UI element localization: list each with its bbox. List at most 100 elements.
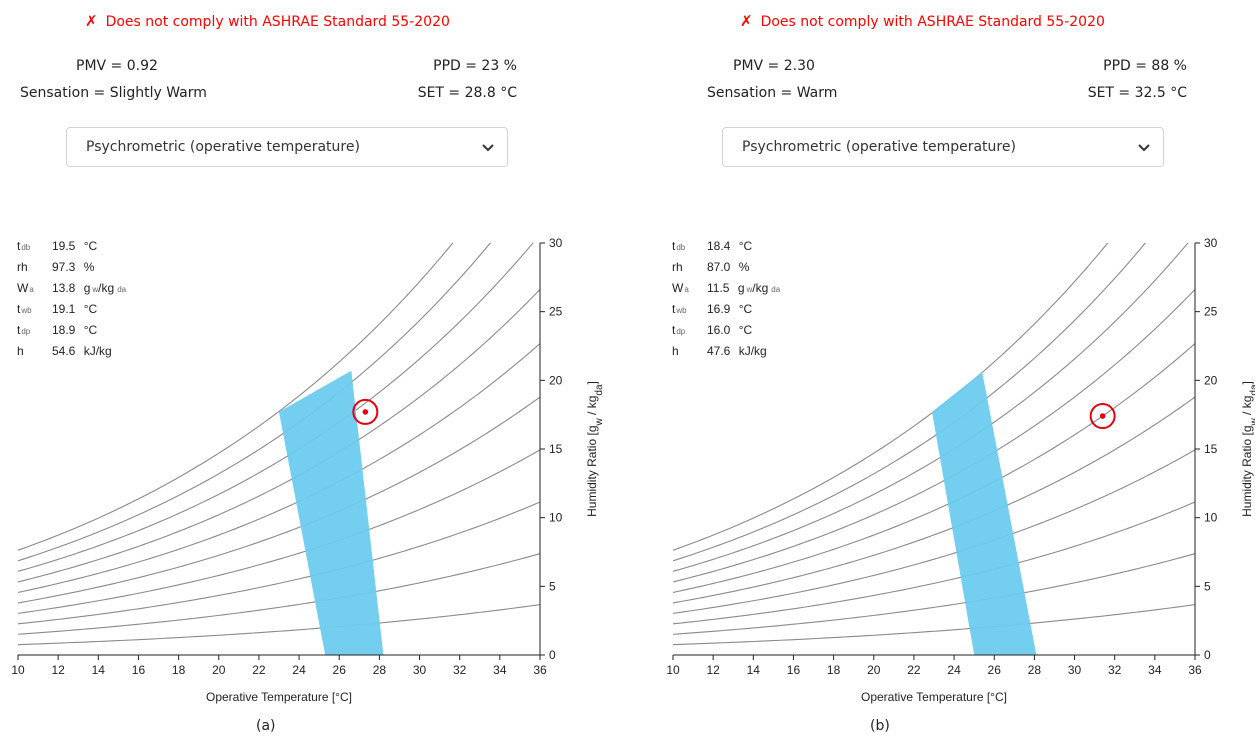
comfort-panel-b: ✗ Does not comply with ASHRAE Standard 55… (655, 0, 1255, 744)
readout-value: 16.9 °C (707, 302, 753, 316)
comfort-panel-a: ✗ Does not comply with ASHRAE Standard 55… (0, 0, 620, 744)
readout-symbol: h (672, 344, 679, 358)
x-axis-label: Operative Temperature [°C] (206, 690, 352, 704)
psychro-readout: tdb 18.4 °C rh 87.0 % Wa 11.5 g w/kg da twb 16.9 … (672, 239, 781, 358)
x-tick-label: 20 (867, 663, 881, 677)
x-tick-label: 14 (747, 663, 761, 677)
y-tick-label: 15 (549, 442, 563, 456)
chart-type-select[interactable]: Psychrometric (operative temperature) (66, 127, 508, 167)
x-tick-label: 24 (947, 663, 961, 677)
y-tick-label: 10 (1204, 511, 1218, 525)
x-tick-label: 28 (1028, 663, 1042, 677)
x-tick-label: 20 (212, 663, 226, 677)
x-tick-label: 14 (92, 663, 106, 677)
operating-point (1100, 413, 1106, 419)
chevron-down-icon (1137, 140, 1151, 154)
operating-point (363, 409, 369, 415)
readout-symbol: Wa (672, 281, 689, 295)
y-axis: 0 5 10 15 20 25 30 Humidity Ratio [gw / kgda] (540, 236, 605, 662)
x-tick-label: 24 (292, 663, 306, 677)
cross-icon: ✗ (85, 12, 98, 30)
ppd-value: PPD = 88 % (1103, 58, 1187, 74)
psychro-readout: tdb 19.5 °C rh 97.3 % Wa 13.8 g w/kg da twb 19.1 … (17, 239, 127, 358)
readout-value: 19.5 °C (52, 239, 98, 253)
rh-curve-60 (673, 344, 1195, 593)
psychrometric-chart[interactable]: 10 12 14 16 18 20 22 24 26 28 30 32 34 36 Operative Te… (0, 225, 620, 695)
readout-symbol: tdp (17, 323, 31, 337)
rh-curve-20 (673, 554, 1195, 635)
rh-curve-10 (673, 605, 1195, 645)
x-tick-label: 18 (827, 663, 841, 677)
chart-type-select[interactable]: Psychrometric (operative temperature) (722, 127, 1164, 167)
chart-type-selected: Psychrometric (operative temperature) (742, 139, 1016, 155)
readout-value: 18.4 °C (707, 239, 753, 253)
y-tick-label: 25 (1204, 305, 1218, 319)
rh-curve-90 (18, 179, 540, 561)
readout-value: 47.6 kJ/kg (707, 344, 767, 358)
sensation-value: Sensation = Slightly Warm (20, 85, 207, 101)
x-tick-label: 26 (333, 663, 347, 677)
y-tick-label: 0 (549, 648, 556, 662)
x-tick-label: 36 (1188, 663, 1202, 677)
x-tick-label: 32 (453, 663, 467, 677)
chevron-down-icon (481, 140, 495, 154)
y-tick-label: 20 (1204, 373, 1218, 387)
compliance-text: Does not comply with ASHRAE Standard 55-… (761, 14, 1105, 30)
readout-symbol: tdb (17, 239, 31, 253)
x-tick-label: 36 (533, 663, 547, 677)
comfort-zone (932, 372, 1036, 655)
x-tick-label: 16 (787, 663, 801, 677)
rh-curve-90 (673, 179, 1195, 561)
rh-curve-50 (18, 397, 540, 603)
figure-caption: (b) (870, 718, 890, 734)
readout-value: 54.6 kJ/kg (52, 344, 112, 358)
readout-symbol: twb (17, 302, 32, 316)
x-tick-label: 22 (252, 663, 266, 677)
readout-value: 13.8 g w/kg da (52, 281, 127, 295)
y-tick-label: 0 (1204, 648, 1211, 662)
x-tick-label: 30 (1068, 663, 1082, 677)
x-tick-label: 32 (1108, 663, 1122, 677)
psychrometric-chart[interactable]: 10 12 14 16 18 20 22 24 26 28 30 32 34 36 Operative Te… (655, 225, 1255, 695)
y-axis-label: Humidity Ratio [gw / kgda] (585, 381, 605, 517)
x-tick-label: 34 (493, 663, 507, 677)
rh-curve-20 (18, 554, 540, 635)
y-axis: 0 5 10 15 20 25 30 Humidity Ratio [gw / kgda] (1195, 236, 1255, 662)
chart-type-selected: Psychrometric (operative temperature) (86, 139, 360, 155)
readout-symbol: twb (672, 302, 687, 316)
readout-symbol: tdp (672, 323, 686, 337)
x-tick-label: 18 (172, 663, 186, 677)
x-tick-label: 12 (706, 663, 720, 677)
x-tick-label: 22 (907, 663, 921, 677)
rh-curve-50 (673, 397, 1195, 603)
set-value: SET = 28.8 °C (418, 85, 517, 101)
x-tick-label: 30 (413, 663, 427, 677)
set-value: SET = 32.5 °C (1088, 85, 1187, 101)
x-tick-label: 10 (666, 663, 680, 677)
readout-value: 19.1 °C (52, 302, 98, 316)
rh-curve-40 (18, 450, 540, 614)
y-tick-label: 25 (549, 305, 563, 319)
y-tick-label: 30 (1204, 236, 1218, 250)
y-axis-label: Humidity Ratio [gw / kgda] (1240, 381, 1255, 517)
cross-icon: ✗ (740, 12, 753, 30)
y-tick-label: 20 (549, 373, 563, 387)
rh-curve-60 (18, 344, 540, 593)
x-axis-label: Operative Temperature [°C] (861, 690, 1007, 704)
readout-symbol: h (17, 344, 24, 358)
rh-curves (673, 123, 1195, 645)
readout-value: 18.9 °C (52, 323, 98, 337)
x-axis: 10 12 14 16 18 20 22 24 26 28 30 32 34 36 Operative Te… (666, 655, 1202, 704)
readout-symbol: rh (17, 260, 28, 274)
y-tick-label: 10 (549, 511, 563, 525)
x-axis: 10 12 14 16 18 20 22 24 26 28 30 32 34 36 Operative Te… (11, 655, 547, 704)
compliance-status: ✗ Does not comply with ASHRAE Standard 55… (740, 12, 1105, 30)
pmv-value: PMV = 0.92 (76, 58, 158, 74)
rh-curve-30 (673, 502, 1195, 624)
figure-caption: (a) (256, 718, 276, 734)
readout-symbol: Wa (17, 281, 34, 295)
plot-area: 10 12 14 16 18 20 22 24 26 28 30 32 34 36Operative Te… (666, 123, 1255, 704)
rh-curves (18, 123, 540, 645)
x-tick-label: 16 (132, 663, 146, 677)
rh-curve-10 (18, 605, 540, 645)
